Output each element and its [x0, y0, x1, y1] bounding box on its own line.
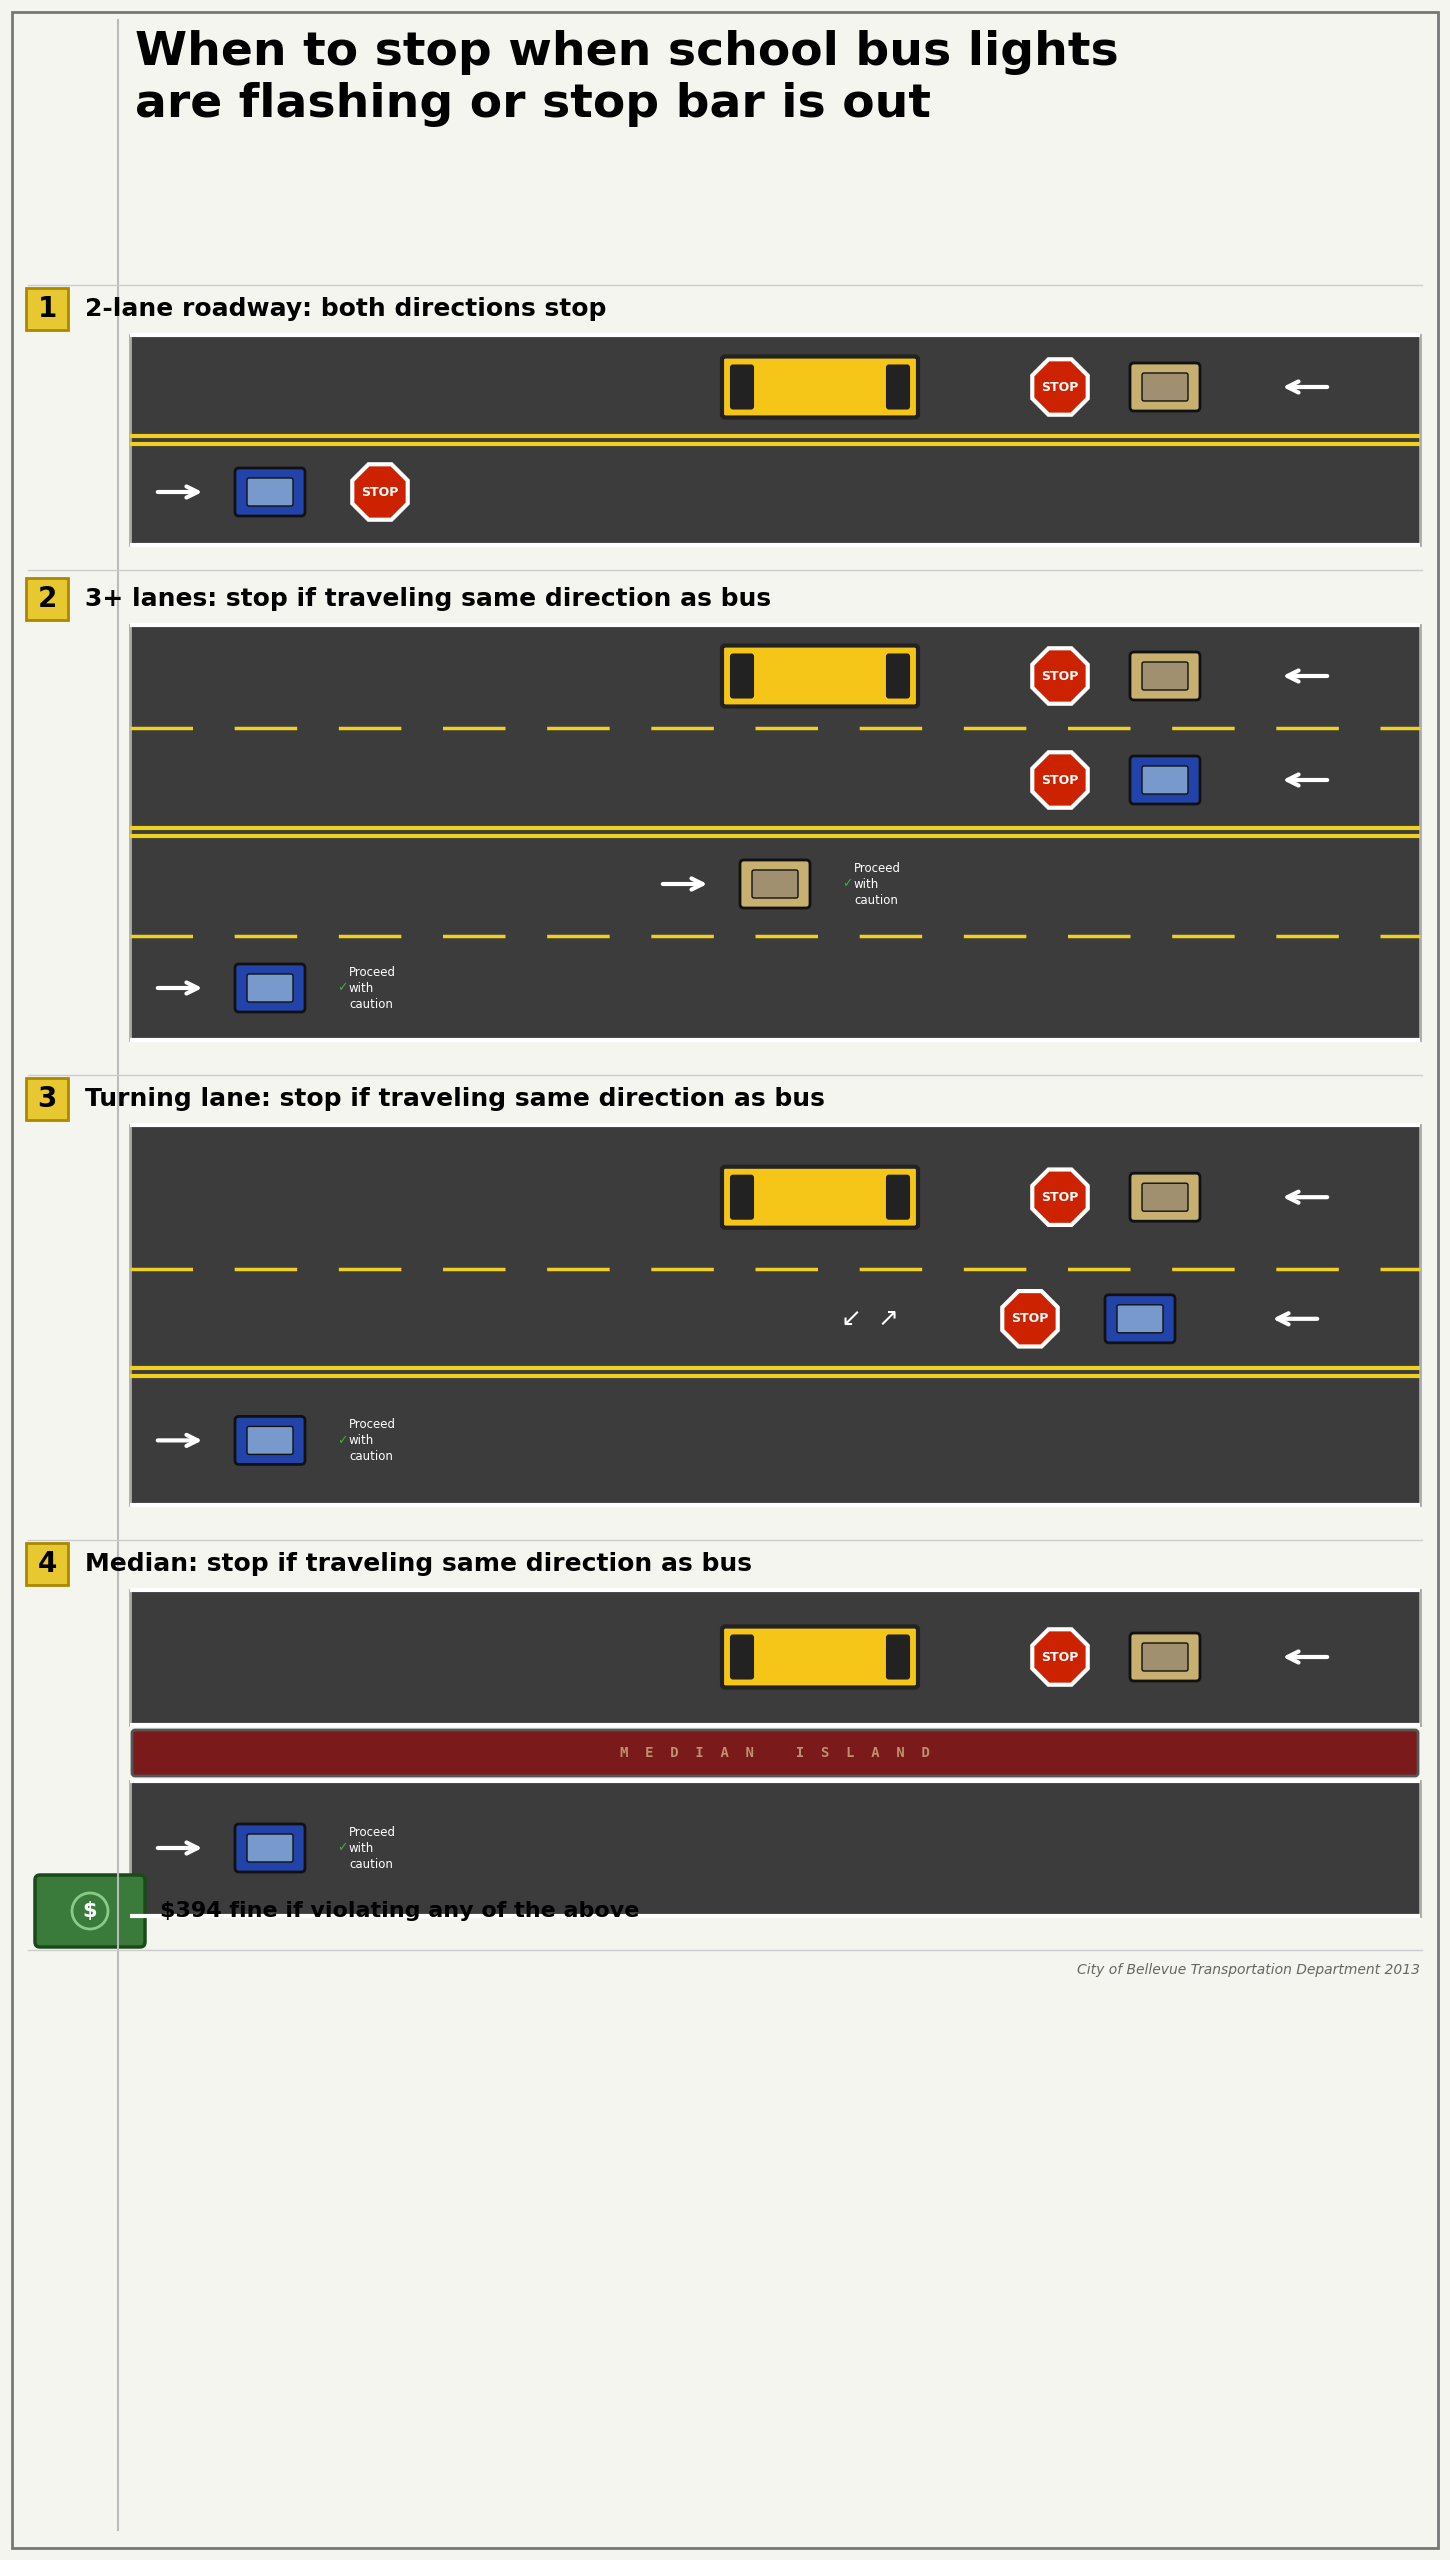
- Text: STOP: STOP: [1041, 671, 1079, 684]
- Text: Proceed
with
caution: Proceed with caution: [349, 965, 396, 1011]
- FancyBboxPatch shape: [235, 965, 304, 1011]
- FancyBboxPatch shape: [247, 1833, 293, 1861]
- Text: When to stop when school bus lights
are flashing or stop bar is out: When to stop when school bus lights are …: [135, 31, 1119, 128]
- Text: Proceed
with
caution: Proceed with caution: [854, 863, 900, 906]
- Text: 1: 1: [38, 294, 57, 323]
- Polygon shape: [1032, 358, 1088, 415]
- Polygon shape: [352, 463, 407, 520]
- FancyBboxPatch shape: [722, 1626, 918, 1687]
- FancyBboxPatch shape: [247, 479, 293, 507]
- FancyBboxPatch shape: [887, 366, 909, 410]
- FancyBboxPatch shape: [35, 1874, 145, 1948]
- FancyBboxPatch shape: [1130, 1172, 1201, 1221]
- Text: STOP: STOP: [1041, 1651, 1079, 1664]
- Text: ↙  ↗: ↙ ↗: [841, 1306, 899, 1331]
- Bar: [130, 625, 1420, 1039]
- FancyBboxPatch shape: [1130, 364, 1201, 412]
- FancyBboxPatch shape: [26, 1078, 68, 1121]
- Text: Proceed
with
caution: Proceed with caution: [349, 1825, 396, 1871]
- Text: $: $: [83, 1902, 97, 1920]
- Bar: [130, 1782, 1420, 1915]
- FancyBboxPatch shape: [1130, 653, 1201, 699]
- Polygon shape: [1032, 753, 1088, 809]
- FancyBboxPatch shape: [1143, 765, 1188, 794]
- Text: ✓: ✓: [336, 1841, 348, 1853]
- FancyBboxPatch shape: [731, 1175, 753, 1219]
- Text: 3: 3: [38, 1085, 57, 1114]
- FancyBboxPatch shape: [235, 1825, 304, 1871]
- Bar: [130, 1590, 1420, 1725]
- Text: ✓: ✓: [336, 1434, 348, 1446]
- FancyBboxPatch shape: [247, 973, 293, 1001]
- Polygon shape: [1032, 648, 1088, 704]
- Polygon shape: [1002, 1290, 1057, 1347]
- Text: STOP: STOP: [1041, 1190, 1079, 1203]
- Bar: [130, 1124, 1420, 1505]
- Text: 3+ lanes: stop if traveling same direction as bus: 3+ lanes: stop if traveling same directi…: [86, 586, 771, 612]
- Text: 4: 4: [38, 1549, 57, 1577]
- Text: M  E  D  I  A  N     I  S  L  A  N  D: M E D I A N I S L A N D: [621, 1746, 929, 1761]
- FancyBboxPatch shape: [731, 366, 753, 410]
- FancyBboxPatch shape: [1143, 374, 1188, 402]
- FancyBboxPatch shape: [247, 1426, 293, 1454]
- FancyBboxPatch shape: [132, 1731, 1418, 1777]
- FancyBboxPatch shape: [722, 645, 918, 707]
- Polygon shape: [1032, 1170, 1088, 1224]
- FancyBboxPatch shape: [887, 655, 909, 696]
- FancyBboxPatch shape: [26, 579, 68, 620]
- FancyBboxPatch shape: [1143, 663, 1188, 691]
- Text: STOP: STOP: [1041, 773, 1079, 786]
- Text: Median: stop if traveling same direction as bus: Median: stop if traveling same direction…: [86, 1551, 753, 1577]
- FancyBboxPatch shape: [1116, 1306, 1163, 1334]
- FancyBboxPatch shape: [1143, 1644, 1188, 1672]
- FancyBboxPatch shape: [235, 1416, 304, 1464]
- Text: STOP: STOP: [1011, 1313, 1048, 1326]
- FancyBboxPatch shape: [731, 655, 753, 696]
- FancyBboxPatch shape: [887, 1636, 909, 1679]
- FancyBboxPatch shape: [722, 356, 918, 417]
- Text: 2: 2: [38, 586, 57, 612]
- FancyBboxPatch shape: [235, 468, 304, 517]
- FancyBboxPatch shape: [722, 1167, 918, 1229]
- FancyBboxPatch shape: [887, 1175, 909, 1219]
- FancyBboxPatch shape: [753, 870, 798, 899]
- Bar: [130, 335, 1420, 545]
- FancyBboxPatch shape: [26, 1544, 68, 1585]
- Text: STOP: STOP: [1041, 381, 1079, 394]
- FancyBboxPatch shape: [12, 13, 1438, 2547]
- Text: City of Bellevue Transportation Department 2013: City of Bellevue Transportation Departme…: [1077, 1964, 1420, 1976]
- FancyBboxPatch shape: [740, 860, 811, 909]
- Text: Turning lane: stop if traveling same direction as bus: Turning lane: stop if traveling same dir…: [86, 1088, 825, 1111]
- FancyBboxPatch shape: [1105, 1295, 1175, 1344]
- FancyBboxPatch shape: [1130, 755, 1201, 804]
- Text: Proceed
with
caution: Proceed with caution: [349, 1418, 396, 1462]
- Polygon shape: [1032, 1628, 1088, 1684]
- Text: ✓: ✓: [842, 878, 853, 891]
- Text: $394 fine if violating any of the above: $394 fine if violating any of the above: [160, 1902, 639, 1920]
- FancyBboxPatch shape: [731, 1636, 753, 1679]
- Text: STOP: STOP: [361, 486, 399, 499]
- Text: 2-lane roadway: both directions stop: 2-lane roadway: both directions stop: [86, 297, 606, 320]
- FancyBboxPatch shape: [1143, 1183, 1188, 1211]
- Text: ✓: ✓: [336, 980, 348, 993]
- FancyBboxPatch shape: [26, 289, 68, 330]
- FancyBboxPatch shape: [1130, 1633, 1201, 1682]
